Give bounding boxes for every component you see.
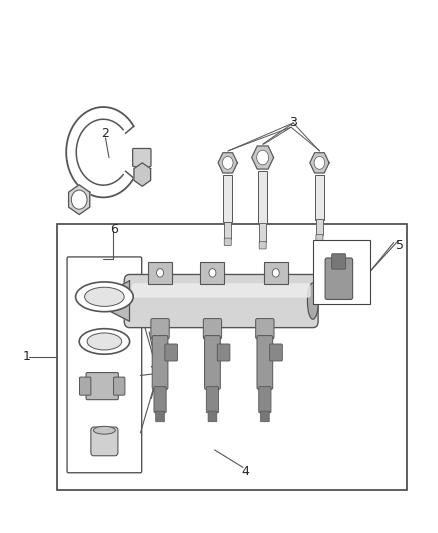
FancyBboxPatch shape [151,319,169,339]
Ellipse shape [87,333,122,350]
Circle shape [257,150,268,165]
Ellipse shape [93,426,115,434]
Circle shape [272,269,279,277]
FancyBboxPatch shape [113,377,125,395]
Bar [264,262,288,284]
Ellipse shape [79,329,130,354]
FancyBboxPatch shape [203,319,222,339]
FancyBboxPatch shape [259,386,271,413]
FancyBboxPatch shape [270,344,283,361]
FancyBboxPatch shape [205,336,220,389]
Polygon shape [252,146,274,169]
Bar [315,174,324,220]
FancyBboxPatch shape [316,235,323,242]
FancyBboxPatch shape [132,283,311,297]
Polygon shape [134,163,151,186]
FancyBboxPatch shape [152,336,168,389]
Text: 1: 1 [23,350,31,364]
Text: 6: 6 [110,223,118,236]
FancyBboxPatch shape [206,386,219,413]
Polygon shape [310,153,329,173]
Ellipse shape [85,287,124,306]
FancyBboxPatch shape [80,377,91,395]
Polygon shape [106,281,130,321]
Circle shape [223,156,233,169]
Circle shape [156,269,163,277]
Bar [313,240,370,304]
FancyBboxPatch shape [67,257,142,473]
FancyBboxPatch shape [325,258,353,300]
FancyBboxPatch shape [86,373,118,400]
Polygon shape [218,153,237,173]
FancyBboxPatch shape [208,411,217,422]
Bar [259,223,266,242]
Ellipse shape [307,283,318,319]
FancyBboxPatch shape [332,254,346,269]
Circle shape [71,190,87,209]
FancyBboxPatch shape [165,344,177,361]
Bar [201,262,224,284]
FancyBboxPatch shape [91,427,118,456]
FancyBboxPatch shape [154,386,166,413]
Bar [316,219,323,235]
Text: 5: 5 [396,239,404,252]
FancyBboxPatch shape [261,411,269,422]
FancyBboxPatch shape [224,238,231,246]
Circle shape [314,156,325,169]
Bar [224,222,231,239]
Text: 4: 4 [241,465,249,478]
FancyBboxPatch shape [133,149,151,166]
Bar [258,171,267,224]
FancyBboxPatch shape [155,411,164,422]
Text: 2: 2 [102,127,110,140]
Text: 3: 3 [289,117,297,130]
FancyBboxPatch shape [217,344,230,361]
FancyBboxPatch shape [259,241,266,249]
FancyBboxPatch shape [257,336,273,389]
Ellipse shape [76,282,133,312]
FancyBboxPatch shape [124,274,318,328]
Circle shape [209,269,216,277]
Bar [57,224,407,490]
FancyBboxPatch shape [256,319,274,339]
Bar [223,174,232,222]
Bar [148,262,172,284]
Polygon shape [69,185,90,215]
